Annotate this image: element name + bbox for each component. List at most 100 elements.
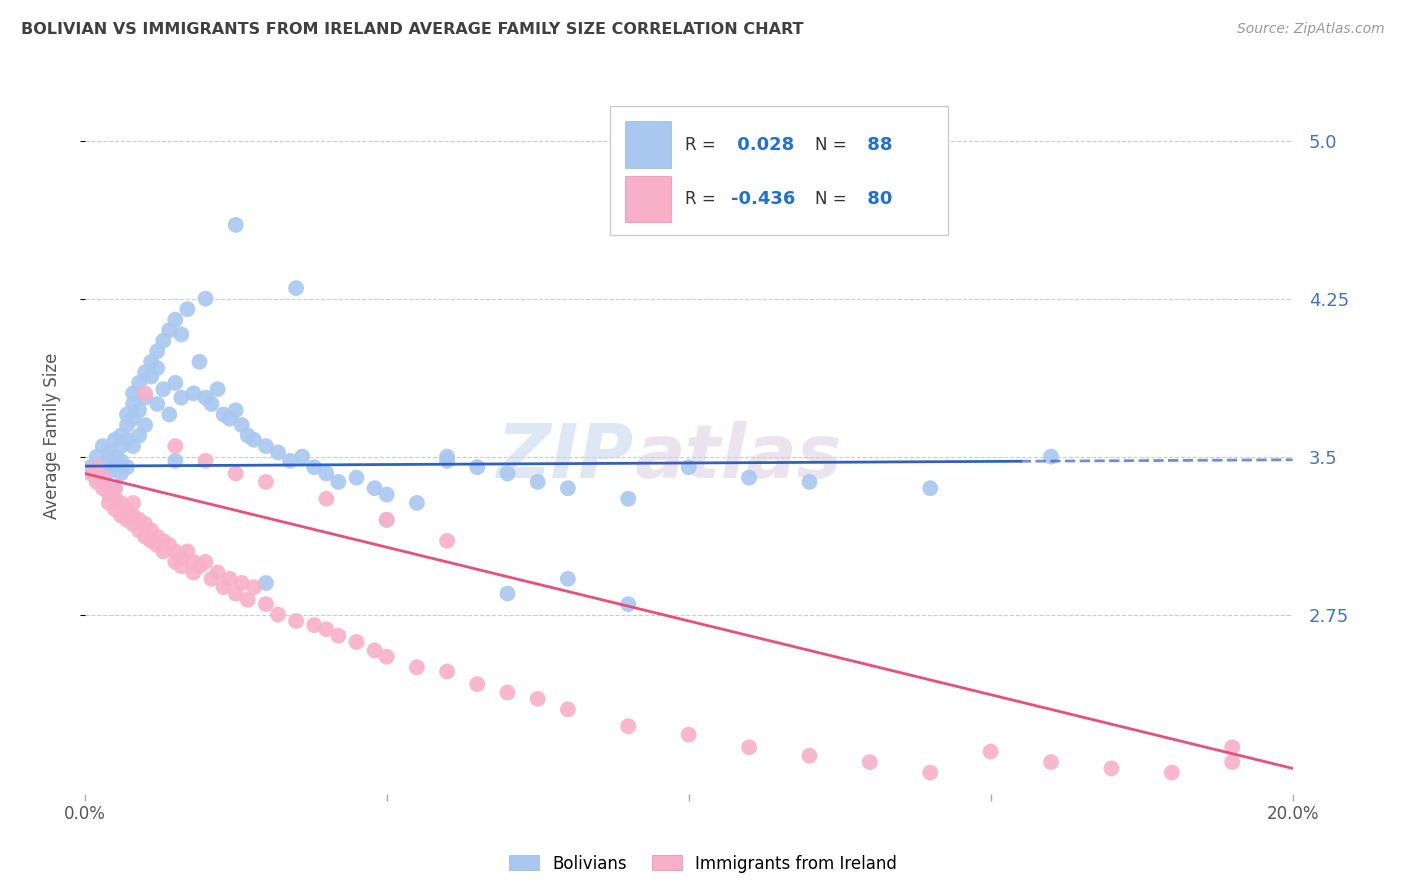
Point [375,487,398,501]
Point [375,513,398,527]
Point [110,496,132,510]
Point [920,765,942,780]
Point [104,502,127,516]
Point [406,496,429,510]
Point [526,475,548,489]
Point [231,576,253,591]
Point [86,471,108,485]
Point [170,550,193,565]
Point [176,544,198,558]
Point [110,428,132,442]
Point [436,450,458,464]
Point [183,555,205,569]
Point [110,454,132,468]
Point [496,467,519,481]
Point [122,439,145,453]
Point [194,454,217,468]
Point [557,481,579,495]
Point [128,524,150,538]
Point [194,292,217,306]
Point [110,439,132,453]
Point [328,629,350,643]
Point [157,323,180,337]
Point [738,471,761,485]
Point [128,513,150,527]
Point [141,369,163,384]
Point [207,382,229,396]
Point [183,386,205,401]
Point [157,538,180,552]
Point [110,467,132,481]
Text: R =: R = [685,136,716,153]
Point [134,516,156,531]
Point [496,586,519,600]
Point [363,643,385,657]
Point [134,530,156,544]
Point [122,508,145,523]
Point [267,607,290,622]
Point [328,475,350,489]
Point [243,580,266,594]
Point [80,460,103,475]
Point [165,555,187,569]
Point [346,635,368,649]
Point [465,460,488,475]
Point [97,487,120,501]
Point [141,355,163,369]
Text: -0.436: -0.436 [731,190,796,208]
Point [128,376,150,390]
Point [406,660,429,674]
Point [152,334,174,348]
Point [315,491,337,506]
Point [141,524,163,538]
Point [157,408,180,422]
Y-axis label: Average Family Size: Average Family Size [44,352,60,519]
Point [346,471,368,485]
Point [170,559,193,574]
Point [212,408,235,422]
Point [678,728,700,742]
Point [188,559,211,574]
Point [134,417,156,432]
Point [231,417,253,432]
Point [97,454,120,468]
Point [170,391,193,405]
Point [97,496,120,510]
Point [315,623,337,637]
Point [104,481,127,495]
Point [146,344,169,359]
Point [122,386,145,401]
Point [91,475,114,489]
Text: N =: N = [815,190,848,208]
Point [1220,740,1243,755]
Point [86,450,108,464]
Point [194,555,217,569]
Point [617,719,640,733]
Legend: Bolivians, Immigrants from Ireland: Bolivians, Immigrants from Ireland [502,848,904,880]
FancyBboxPatch shape [610,106,949,235]
Point [980,745,1002,759]
Point [152,533,174,548]
Point [859,755,882,769]
Point [436,665,458,679]
Point [165,312,187,326]
Text: atlas: atlas [634,420,842,493]
Point [104,491,127,506]
Point [134,386,156,401]
Point [267,445,290,459]
Point [146,397,169,411]
Point [146,361,169,376]
Point [146,530,169,544]
Point [526,691,548,706]
Point [86,475,108,489]
Point [200,397,222,411]
Point [302,618,325,632]
Point [285,281,308,295]
FancyBboxPatch shape [624,121,671,168]
Point [91,467,114,481]
Point [1040,755,1063,769]
Text: R =: R = [685,190,716,208]
Point [194,391,217,405]
Point [285,614,308,628]
Point [141,533,163,548]
